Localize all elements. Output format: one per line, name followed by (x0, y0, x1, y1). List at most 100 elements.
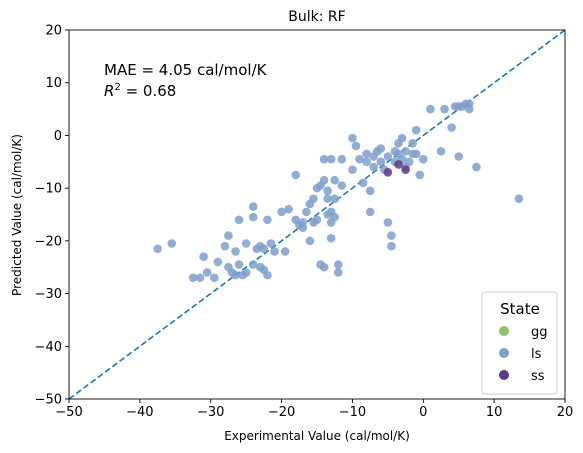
point-ls-5 (202, 268, 212, 277)
point-ls-81 (383, 152, 393, 161)
point-ls-62 (333, 268, 343, 277)
point-ls-15 (234, 260, 244, 269)
chart-title: Bulk: RF (288, 9, 345, 25)
point-ls-67 (351, 141, 361, 151)
y-tick-label--30: −30 (35, 287, 62, 302)
point-ls-80 (383, 218, 393, 227)
y-tick-label--40: −40 (35, 340, 62, 355)
point-ls-18 (241, 268, 251, 277)
point-ls-40 (305, 236, 315, 246)
x-tick-label--40: −40 (126, 405, 153, 420)
point-ls-1 (167, 239, 177, 248)
point-ss-2 (401, 165, 410, 174)
point-ss-0 (383, 168, 393, 177)
legend-marker-ls (499, 348, 509, 358)
point-ls-78 (376, 144, 386, 153)
legend-label-gg: gg (531, 325, 548, 340)
x-tick-label--20: −20 (268, 405, 295, 420)
point-ls-75 (369, 162, 378, 172)
point-ls-83 (387, 241, 396, 251)
point-ls-65 (348, 133, 357, 143)
point-ls-53 (323, 194, 332, 203)
point-ls-6 (209, 273, 219, 283)
point-ls-69 (358, 178, 368, 188)
point-ls-95 (411, 125, 421, 135)
x-tick-label--50: −50 (55, 405, 82, 420)
point-ls-56 (326, 154, 336, 164)
x-axis-title: Experimental Value (cal/mol/K) (224, 429, 410, 443)
point-ls-30 (270, 247, 279, 256)
point-ls-77 (376, 157, 386, 167)
point-ls-44 (312, 215, 322, 225)
point-ls-93 (408, 139, 417, 148)
point-ls-28 (263, 215, 272, 225)
point-ls-88 (397, 133, 407, 143)
point-ls-58 (330, 175, 340, 185)
point-ls-72 (365, 207, 375, 217)
point-ls-13 (231, 247, 240, 256)
point-ls-12 (231, 270, 240, 280)
point-ls-71 (362, 157, 371, 167)
point-ls-9 (224, 231, 233, 240)
x-tick-label--30: −30 (197, 405, 224, 420)
point-ls-38 (298, 218, 308, 227)
point-ls-48 (319, 262, 329, 272)
point-ls-14 (234, 215, 244, 225)
point-ls-110 (472, 162, 481, 172)
point-ls-39 (302, 207, 311, 217)
point-ss-1 (394, 160, 403, 169)
x-tick-label-10: 10 (486, 405, 503, 420)
point-ls-64 (337, 154, 347, 164)
y-tick-label-0: 0 (54, 129, 62, 144)
point-ls-100 (436, 146, 446, 156)
point-ls-25 (259, 244, 269, 254)
identity-reference-line (68, 29, 566, 400)
plot-area: −50 −40 −30 −20 −10 0 10 20 −50 −40 −30 −20 −10 0 10 20 (35, 24, 574, 421)
point-ls-102 (447, 123, 456, 132)
point-ls-92 (404, 157, 414, 167)
point-ls-96 (411, 149, 421, 159)
y-tick-label-20: 20 (45, 24, 62, 39)
x-tick-label-0: 0 (419, 405, 427, 420)
point-ls-101 (440, 104, 449, 114)
legend-frame (481, 291, 558, 395)
legend-label-ss: ss (531, 369, 545, 384)
point-ls-31 (277, 207, 286, 217)
point-ls-21 (248, 212, 258, 222)
legend-marker-gg (499, 326, 509, 336)
y-tick-label--50: −50 (35, 393, 62, 408)
point-ls-68 (355, 154, 364, 164)
point-ls-27 (263, 270, 272, 280)
point-ls-0 (153, 244, 162, 254)
point-ls-42 (309, 194, 318, 203)
y-tick-label--10: −10 (35, 182, 62, 197)
mae-annotation: MAE = 4.05 cal/mol/K (104, 61, 268, 79)
legend: State gg ls ss (481, 291, 558, 395)
point-ls-3 (195, 273, 205, 283)
point-ls-109 (465, 104, 474, 114)
point-ls-8 (220, 241, 230, 251)
legend-marker-ss (499, 370, 509, 380)
point-ls-61 (333, 260, 343, 269)
point-ls-97 (415, 170, 425, 180)
y-axis-title: Predicted Value (cal/mol/K) (10, 134, 24, 296)
point-ls-32 (280, 247, 290, 256)
point-ls-104 (454, 152, 464, 161)
point-ls-70 (362, 149, 371, 159)
point-ls-55 (326, 233, 336, 243)
point-ls-33 (284, 204, 293, 214)
x-tick-label-20: 20 (557, 405, 574, 420)
point-ls-49 (319, 154, 329, 164)
point-ls-99 (426, 104, 435, 114)
point-ls-20 (248, 202, 258, 211)
point-ls-34 (291, 170, 301, 180)
plot-frame (68, 29, 566, 400)
r2-annotation: R2 = 0.68 (104, 82, 176, 100)
point-ls-111 (514, 194, 524, 203)
point-ls-63 (337, 181, 347, 190)
x-tick-label--10: −10 (339, 405, 366, 420)
point-ls-59 (330, 212, 340, 222)
y-tick-label-10: 10 (45, 76, 62, 91)
point-ls-60 (330, 194, 340, 203)
